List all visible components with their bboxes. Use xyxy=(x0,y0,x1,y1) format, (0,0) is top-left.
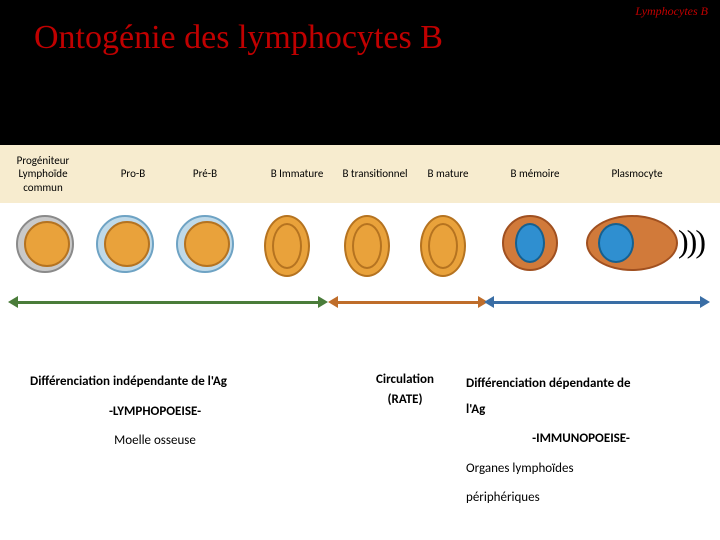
secretion-icon: ))) xyxy=(678,223,704,260)
stage-label: Pro-B xyxy=(108,167,158,180)
cell-icon xyxy=(344,215,390,277)
caption-right-line3: -IMMUNOPOEISE- xyxy=(466,429,696,449)
arrow-independent xyxy=(18,301,318,304)
arrow-circulation xyxy=(338,301,478,304)
stage-label: Pré-B xyxy=(180,167,230,180)
caption-left-line2: -LYMPHOPOEISE- xyxy=(30,402,280,422)
stage-label: Progéniteur Lymphoïde commun xyxy=(8,154,78,194)
caption-right-line2: l'Ag xyxy=(466,400,696,420)
caption-middle-line1: Circulation xyxy=(360,370,450,390)
cell-icon xyxy=(420,215,466,277)
stage-label: B Immature xyxy=(262,167,332,180)
caption-middle-line2: (RATE) xyxy=(360,390,450,410)
stage-label: B mémoire xyxy=(500,167,570,180)
cell-icon xyxy=(176,215,234,273)
arrow-dependent xyxy=(494,301,700,304)
header-corner-text: Lymphocytes B xyxy=(12,4,708,19)
cell-icon xyxy=(586,215,678,271)
caption-left: Différenciation indépendante de l'Ag -LY… xyxy=(30,372,280,451)
caption-right-line4: Organes lymphoïdes xyxy=(466,459,696,479)
header-strip: Lymphocytes B Ontogénie des lymphocytes … xyxy=(0,0,720,67)
cell-icon xyxy=(264,215,310,277)
caption-left-line3: Moelle osseuse xyxy=(30,431,280,451)
page-title: Ontogénie des lymphocytes B xyxy=(12,19,708,57)
stage-label: B mature xyxy=(418,167,478,180)
cell-icon xyxy=(16,215,74,273)
cell-icon xyxy=(502,215,558,271)
stage-label-band: Progéniteur Lymphoïde commun Pro-B Pré-B B … xyxy=(0,145,720,203)
caption-middle: Circulation (RATE) xyxy=(360,370,450,409)
caption-right: Différenciation dépendante de l'Ag -IMMU… xyxy=(466,374,696,508)
cell-icon xyxy=(96,215,154,273)
cells-row: ))) xyxy=(0,205,720,285)
compartment-arrows xyxy=(0,291,720,315)
caption-left-line1: Différenciation indépendante de l'Ag xyxy=(30,372,280,392)
stage-label: B transitionnel xyxy=(334,167,416,180)
caption-right-line5: périphériques xyxy=(466,488,696,508)
stage-label: Plasmocyte xyxy=(602,167,672,180)
header-gap xyxy=(0,67,720,145)
caption-right-line1: Différenciation dépendante de xyxy=(466,374,696,394)
